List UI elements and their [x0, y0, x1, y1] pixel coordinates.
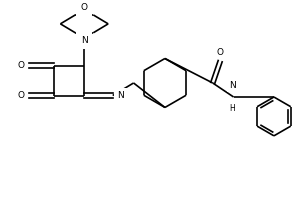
Text: O: O [18, 91, 25, 100]
Text: N: N [117, 91, 124, 100]
Text: N: N [229, 81, 236, 90]
Text: O: O [81, 3, 88, 12]
Text: O: O [217, 48, 224, 57]
Text: N: N [81, 36, 88, 45]
Text: H: H [229, 104, 235, 113]
Text: O: O [18, 61, 25, 70]
